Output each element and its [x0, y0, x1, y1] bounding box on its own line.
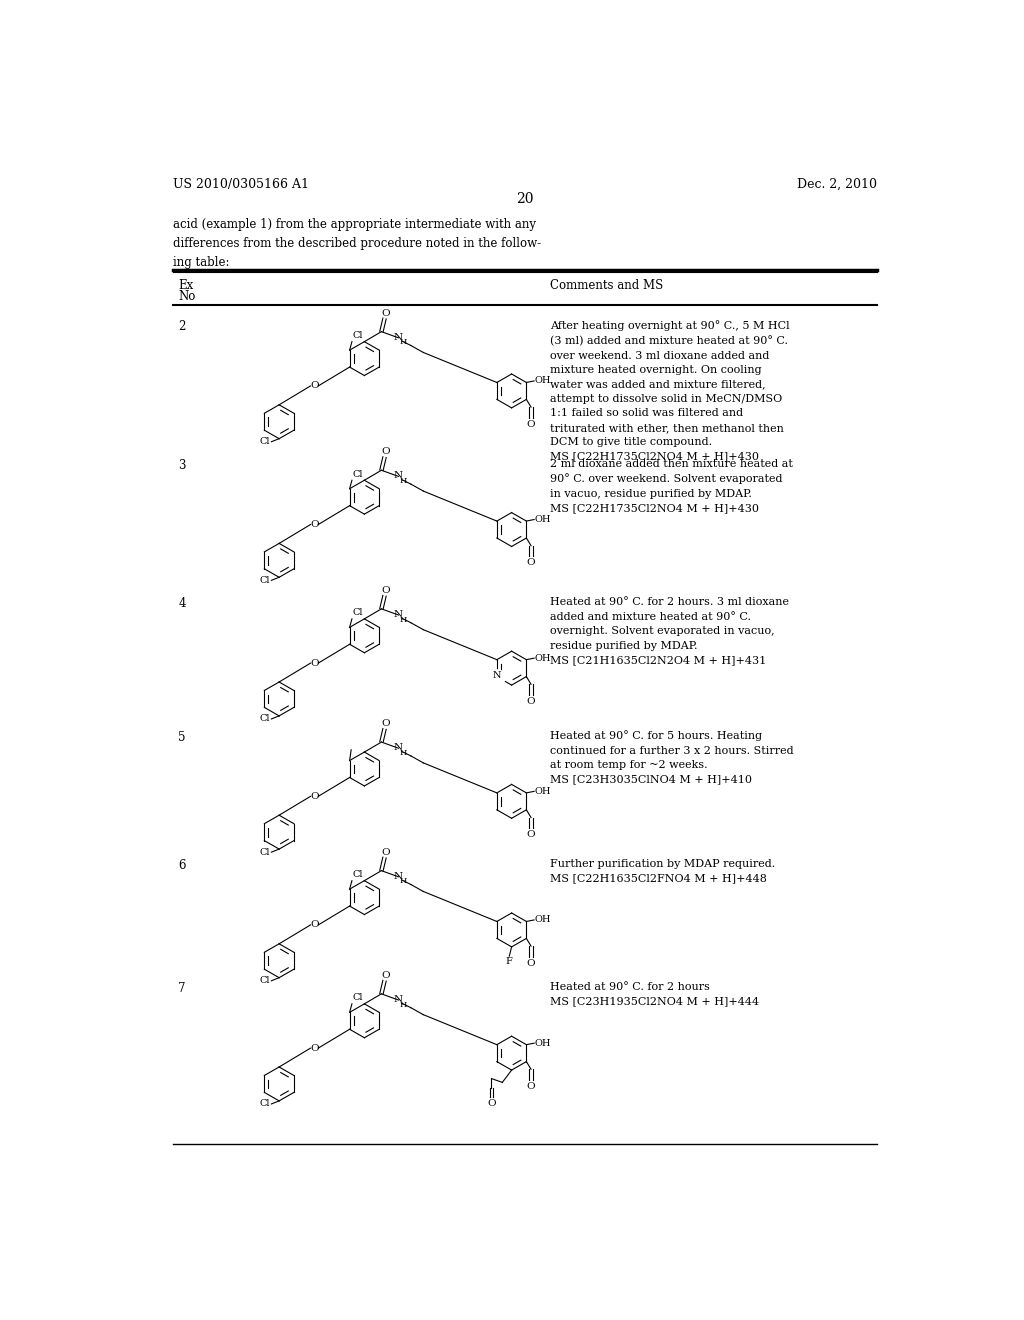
Text: O: O: [381, 847, 389, 857]
Text: 2: 2: [178, 321, 185, 333]
Text: O: O: [526, 1082, 536, 1090]
Text: Cl: Cl: [259, 977, 270, 985]
Text: OH: OH: [535, 515, 551, 524]
Text: After heating overnight at 90° C., 5 M HCl
(3 ml) added and mixture heated at 90: After heating overnight at 90° C., 5 M H…: [550, 321, 790, 462]
Text: O: O: [526, 830, 536, 840]
Text: N: N: [493, 672, 501, 680]
Text: OH: OH: [535, 916, 551, 924]
Text: N: N: [394, 871, 403, 880]
Text: Cl: Cl: [259, 576, 270, 585]
Text: No: No: [178, 290, 196, 304]
Text: N: N: [394, 333, 403, 342]
Text: N: N: [394, 995, 403, 1003]
Text: O: O: [526, 420, 536, 429]
Text: Cl: Cl: [352, 870, 364, 879]
Text: Cl: Cl: [352, 994, 364, 1002]
Text: Comments and MS: Comments and MS: [550, 280, 664, 292]
Text: Ex: Ex: [178, 280, 194, 292]
Text: O: O: [381, 309, 389, 318]
Text: H: H: [399, 615, 407, 623]
Text: Cl: Cl: [259, 437, 270, 446]
Text: Heated at 90° C. for 2 hours
MS [C23H1935Cl2NO4 M + H]+444: Heated at 90° C. for 2 hours MS [C23H193…: [550, 982, 760, 1007]
Text: OH: OH: [535, 376, 551, 385]
Text: O: O: [310, 1044, 318, 1052]
Text: O: O: [526, 558, 536, 568]
Text: O: O: [310, 920, 318, 929]
Text: O: O: [381, 972, 389, 979]
Text: US 2010/0305166 A1: US 2010/0305166 A1: [173, 178, 309, 190]
Text: Further purification by MDAP required.
MS [C22H1635Cl2FNO4 M + H]+448: Further purification by MDAP required. M…: [550, 859, 775, 883]
Text: 5: 5: [178, 730, 186, 743]
Text: O: O: [310, 792, 318, 801]
Text: OH: OH: [535, 653, 551, 663]
Text: OH: OH: [535, 1039, 551, 1048]
Text: 7: 7: [178, 982, 186, 995]
Text: acid (example 1) from the appropriate intermediate with any
differences from the: acid (example 1) from the appropriate in…: [173, 218, 541, 269]
Text: Heated at 90° C. for 2 hours. 3 ml dioxane
added and mixture heated at 90° C.
ov: Heated at 90° C. for 2 hours. 3 ml dioxa…: [550, 598, 790, 665]
Text: 2 ml dioxane added then mixture heated at
90° C. over weekend. Solvent evaporate: 2 ml dioxane added then mixture heated a…: [550, 459, 794, 513]
Text: Cl: Cl: [352, 609, 364, 618]
Text: H: H: [399, 338, 407, 346]
Text: O: O: [310, 520, 318, 529]
Text: Cl: Cl: [352, 470, 364, 479]
Text: O: O: [487, 1098, 496, 1107]
Text: Cl: Cl: [352, 331, 364, 341]
Text: H: H: [399, 748, 407, 756]
Text: 20: 20: [516, 191, 534, 206]
Text: O: O: [381, 586, 389, 595]
Text: OH: OH: [535, 787, 551, 796]
Text: O: O: [310, 659, 318, 668]
Text: Cl: Cl: [259, 847, 270, 857]
Text: O: O: [526, 958, 536, 968]
Text: O: O: [526, 697, 536, 706]
Text: N: N: [394, 610, 403, 619]
Text: N: N: [394, 743, 403, 752]
Text: H: H: [399, 477, 407, 484]
Text: 6: 6: [178, 859, 186, 873]
Text: N: N: [394, 471, 403, 480]
Text: 4: 4: [178, 598, 186, 610]
Text: Cl: Cl: [259, 1100, 270, 1109]
Text: Cl: Cl: [259, 714, 270, 723]
Text: Dec. 2, 2010: Dec. 2, 2010: [797, 178, 877, 190]
Text: H: H: [399, 878, 407, 886]
Text: 3: 3: [178, 459, 186, 471]
Text: O: O: [381, 719, 389, 729]
Text: O: O: [381, 447, 389, 457]
Text: O: O: [310, 381, 318, 391]
Text: Heated at 90° C. for 5 hours. Heating
continued for a further 3 x 2 hours. Stirr: Heated at 90° C. for 5 hours. Heating co…: [550, 730, 794, 784]
Text: H: H: [399, 1001, 407, 1008]
Text: F: F: [506, 957, 513, 966]
